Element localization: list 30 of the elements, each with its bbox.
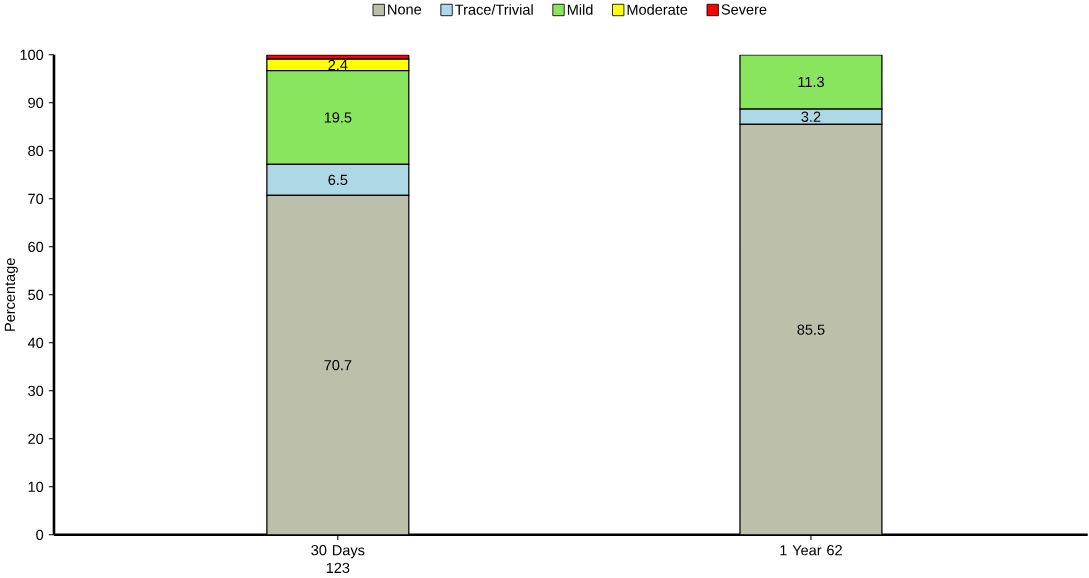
data-label: 3.2 xyxy=(801,111,821,122)
y-tick-label: 40 xyxy=(27,337,44,349)
x-tick-label: 30 Days 123 xyxy=(311,545,365,574)
y-tick-label: 70 xyxy=(28,193,44,205)
legend-label: Trace/Trivial xyxy=(455,4,533,15)
data-label: 70.7 xyxy=(324,360,352,371)
y-tick-label: 10 xyxy=(28,481,44,493)
legend-label: None xyxy=(388,4,422,15)
y-tick-label: 80 xyxy=(28,145,44,157)
y-tick-label: 50 xyxy=(28,289,44,301)
y-tick-label: 90 xyxy=(28,97,44,109)
y-tick-label: 100 xyxy=(20,49,44,61)
y-axis-title: Percentage xyxy=(4,258,18,331)
y-tick-label: 20 xyxy=(28,433,44,445)
legend-label: Mild xyxy=(567,4,593,15)
bar xyxy=(739,123,883,535)
data-label: 6.5 xyxy=(328,174,348,186)
y-tick-label: 0 xyxy=(36,529,44,541)
legend-label: Moderate xyxy=(627,4,688,15)
y-tick-label: 30 xyxy=(28,385,44,397)
x-tick-label: 1 Year 62 xyxy=(780,545,842,556)
data-label: 85.5 xyxy=(797,324,825,335)
bar xyxy=(739,54,883,110)
data-label: 2.4 xyxy=(328,59,348,71)
bar xyxy=(266,194,410,535)
legend-label: Severe xyxy=(721,4,767,15)
data-label: 11.3 xyxy=(798,76,824,88)
data-label: 19.5 xyxy=(324,112,352,123)
bar xyxy=(266,70,410,165)
y-tick-label: 60 xyxy=(28,241,44,253)
